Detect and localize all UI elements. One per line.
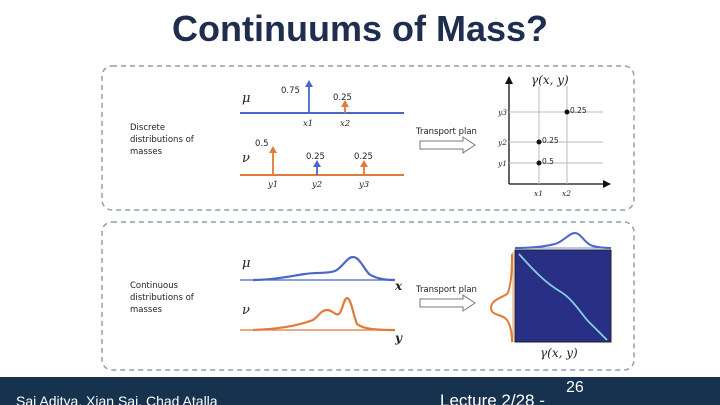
nu-mass-label-y2: 0.25: [306, 152, 325, 162]
mu-point-label-x1: x1: [303, 119, 313, 129]
transport-figure: Discrete distributions of masses μ 0.75 …: [101, 65, 635, 371]
discrete-transport-arrow: [419, 136, 476, 154]
nu-mass-arrowhead-y2: [313, 160, 321, 167]
plan-left-marginal-curve: [489, 253, 513, 343]
continuous-mu-symbol: μ: [242, 256, 250, 271]
plan-y-axis-arrowhead: [505, 76, 513, 84]
nu-mass-label-y3: 0.25: [354, 152, 373, 162]
continuous-desc-line3: masses: [130, 305, 163, 315]
discrete-mu-symbol: μ: [242, 91, 250, 106]
mu-mass-label-x2: 0.25: [333, 93, 352, 103]
plan-tick-y3: y3: [497, 108, 507, 117]
plan-tick-x1: x1: [534, 189, 543, 198]
continuous-y-axis-label: y: [394, 331, 403, 345]
continuous-desc-line2: distributions of: [130, 293, 195, 303]
plan-tick-y1: y1: [497, 159, 507, 168]
continuous-plan-title: γ(x, y): [540, 346, 578, 360]
nu-point-label-y3: y3: [358, 180, 369, 190]
discrete-desc-line2: distributions of: [130, 135, 195, 145]
mu-mass-label-x1: 0.75: [281, 86, 300, 96]
plan-x-axis-arrowhead: [603, 180, 611, 188]
mu-mass-arrowhead-x1: [305, 80, 313, 87]
nu-mass-label-y1: 0.5: [255, 139, 269, 149]
nu-point-label-y1: y1: [267, 180, 278, 190]
plan-cell-label-x2-y3: 0.25: [570, 106, 587, 115]
plan-point-x2-y3: [564, 109, 570, 115]
discrete-transport-label: Transport plan: [415, 127, 477, 137]
joint-density-ridge: [518, 253, 608, 341]
plan-cell-label-x1-y2: 0.25: [542, 136, 559, 145]
footer-bar: Sai Aditya, Xian Sai, Chad Atalla Lectur…: [0, 377, 720, 405]
plan-tick-y2: y2: [497, 138, 507, 147]
page-number: 26: [566, 379, 584, 396]
nu-mass-arrowhead-y1: [269, 146, 277, 153]
mu-point-label-x2: x2: [340, 119, 350, 129]
continuous-desc-line1: Continuous: [130, 281, 179, 291]
footer-lecture: Lecture 2/28 -: [440, 391, 545, 405]
nu-density-curve: [252, 296, 396, 332]
mu-mass-arrowhead-x2: [341, 100, 349, 107]
mu-density-curve: [252, 255, 396, 282]
slide-title: Continuums of Mass?: [172, 8, 548, 49]
continuous-nu-symbol: ν: [242, 303, 250, 318]
discrete-desc-line1: Discrete: [130, 123, 165, 133]
nu-mass-arrowhead-y3: [360, 160, 368, 167]
plan-top-marginal-curve: [514, 231, 612, 249]
nu-point-label-y2: y2: [311, 180, 322, 190]
footer-authors: Sai Aditya, Xian Sai, Chad Atalla: [16, 393, 218, 405]
plan-point-x1-y2: [536, 139, 542, 145]
discrete-plan-title: γ(x, y): [531, 73, 569, 87]
continuous-transport-arrow: [419, 294, 476, 312]
plan-cell-label-x1-y1: 0.5: [542, 157, 554, 166]
joint-density-heatmap: [514, 249, 612, 343]
plan-tick-x2: x2: [562, 189, 571, 198]
discrete-nu-symbol: ν: [242, 151, 250, 166]
continuous-panel-frame: [101, 221, 635, 371]
continuous-transport-label: Transport plan: [415, 285, 477, 295]
plan-point-x1-y1: [536, 160, 542, 166]
continuous-x-axis-label: x: [394, 279, 403, 293]
discrete-panel-frame: [101, 65, 635, 211]
discrete-desc-line3: masses: [130, 147, 163, 157]
